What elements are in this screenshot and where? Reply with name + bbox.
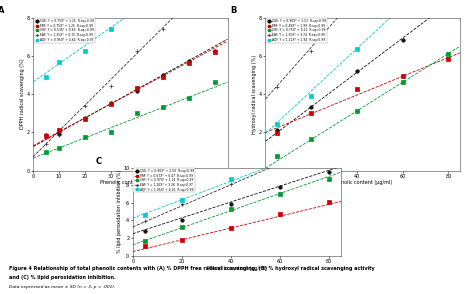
Point	[445, 51, 452, 56]
Point	[227, 201, 235, 206]
Text: C: C	[95, 157, 101, 166]
Y-axis label: DPPH radical scavenging (%): DPPH radical scavenging (%)	[20, 59, 25, 129]
Point	[353, 86, 361, 91]
Point	[159, 105, 166, 109]
Point	[107, 130, 115, 134]
Point	[178, 238, 186, 243]
Point	[178, 202, 186, 207]
Point	[353, 69, 361, 73]
Point	[185, 2, 192, 6]
X-axis label: Phenolic content (μg/ml): Phenolic content (μg/ml)	[332, 181, 393, 186]
Point	[227, 177, 235, 181]
X-axis label: Phenolic content (μg/ml): Phenolic content (μg/ml)	[207, 266, 267, 271]
Legend: CUE: Y = 0.75X* + 1.25  R-sq=0.99, PBF: Y = 0.75X* + 1.25  R-sq=0.99, CHF: Y = 0: CUE: Y = 0.75X* + 1.25 R-sq=0.99, PBF: Y…	[34, 18, 95, 43]
Point	[185, 58, 192, 63]
Point	[276, 163, 284, 167]
Point	[55, 128, 63, 132]
Point	[445, 57, 452, 61]
Point	[81, 135, 89, 139]
Point	[133, 10, 141, 15]
Point	[55, 131, 63, 136]
Point	[211, 79, 219, 84]
Point	[159, 74, 166, 79]
X-axis label: Phenolic content (μg/ml): Phenolic content (μg/ml)	[100, 181, 161, 186]
Point	[399, 79, 406, 84]
Point	[307, 136, 315, 141]
Point	[276, 212, 284, 216]
Point	[55, 145, 63, 150]
Text: and (C) % lipid peroxidation inhibition.: and (C) % lipid peroxidation inhibition.	[9, 275, 116, 280]
Point	[141, 238, 149, 243]
Legend: CUE: Y = 0.90X* + 2.50  R-sq=0.99, PBF: Y = 0.67X* + 0.47  R-sq=0.99, CHF: Y = 0: CUE: Y = 0.90X* + 2.50 R-sq=0.99, PBF: Y…	[133, 168, 195, 193]
Point	[133, 111, 141, 115]
Point	[141, 212, 149, 217]
Point	[211, 50, 219, 54]
Point	[273, 131, 281, 135]
Legend: CUE: Y = 0.90X* + 1.53  R-sq=0.99, PBF: Y = 0.49X* + 1.99  R-sq=0.99, CHF: Y = 0: CUE: Y = 0.90X* + 1.53 R-sq=0.99, PBF: Y…	[266, 18, 328, 43]
Point	[107, 102, 115, 107]
Point	[325, 141, 333, 146]
Point	[399, 38, 406, 43]
Point	[307, 105, 315, 110]
Point	[159, 26, 166, 31]
Text: Figure 4 Relationship of total phenolic contents with (A) % DPPH free radical sc: Figure 4 Relationship of total phenolic …	[9, 266, 375, 271]
Point	[141, 244, 149, 249]
Point	[227, 182, 235, 186]
Text: B: B	[230, 6, 237, 15]
Point	[81, 117, 89, 122]
Point	[141, 218, 149, 223]
Point	[399, 73, 406, 78]
Point	[273, 121, 281, 126]
Point	[227, 207, 235, 212]
Point	[353, 46, 361, 51]
Point	[42, 133, 50, 137]
Point	[42, 133, 50, 138]
Point	[133, 86, 141, 91]
Point	[42, 149, 50, 154]
Point	[178, 198, 186, 203]
Point	[273, 128, 281, 133]
Point	[325, 177, 333, 182]
Point	[325, 200, 333, 204]
Point	[107, 27, 115, 31]
Y-axis label: Hydroxyl radical scavenging (%): Hydroxyl radical scavenging (%)	[253, 54, 257, 134]
Point	[107, 83, 115, 88]
Point	[307, 110, 315, 115]
Point	[307, 49, 315, 54]
Point	[81, 116, 89, 120]
Point	[276, 184, 284, 189]
Point	[133, 48, 141, 53]
Point	[107, 100, 115, 105]
Point	[325, 140, 333, 145]
Point	[42, 75, 50, 80]
Point	[211, 49, 219, 54]
Text: Data expressed as mean ± SD (n = 3, p < .001).: Data expressed as mean ± SD (n = 3, p < …	[9, 285, 116, 289]
Point	[276, 191, 284, 196]
Point	[55, 60, 63, 65]
Point	[81, 49, 89, 54]
Point	[185, 60, 192, 65]
Point	[353, 108, 361, 113]
Point	[185, 96, 192, 101]
Point	[227, 225, 235, 230]
Point	[81, 104, 89, 108]
Point	[307, 94, 315, 98]
Point	[133, 89, 141, 94]
Text: A: A	[0, 6, 5, 15]
Point	[273, 153, 281, 158]
Point	[178, 225, 186, 230]
Point	[42, 142, 50, 146]
Point	[55, 133, 63, 137]
Point	[178, 217, 186, 222]
Y-axis label: % lipid peroxidation inhibition (%): % lipid peroxidation inhibition (%)	[117, 170, 122, 253]
Point	[445, 6, 452, 11]
Point	[273, 85, 281, 89]
Point	[276, 158, 284, 163]
Point	[399, 0, 406, 4]
Point	[325, 170, 333, 174]
Point	[159, 73, 166, 77]
Point	[141, 229, 149, 233]
